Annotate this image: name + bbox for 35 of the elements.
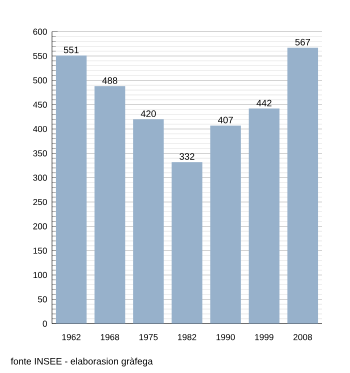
bar	[94, 86, 126, 324]
y-tick-label: 0	[42, 320, 47, 327]
data-label: 332	[180, 153, 194, 160]
y-tick-label: 350	[33, 150, 47, 156]
y-tick-label: 100	[34, 272, 47, 278]
bar	[210, 126, 241, 324]
data-label: 420	[140, 110, 156, 117]
x-tick-label: 1999	[255, 334, 274, 340]
data-label: 567	[295, 38, 310, 46]
x-tick-label: 2008	[294, 334, 312, 340]
data-label: 407	[218, 116, 233, 124]
y-tick-label: 600	[33, 28, 47, 35]
x-tick-label: 1962	[62, 334, 80, 340]
y-tick-label: 50	[38, 296, 47, 302]
data-label: 488	[102, 77, 118, 84]
y-tick-label: 200	[33, 223, 47, 230]
y-tick-label: 550	[33, 52, 47, 60]
y-tick-label: 450	[33, 102, 47, 108]
y-tick-label: 400	[33, 126, 47, 132]
y-tick-label: 250	[33, 198, 47, 206]
y-tick-label: 300	[33, 174, 47, 181]
bar	[248, 108, 280, 324]
x-tick-label: 1982	[178, 334, 196, 340]
bar	[56, 56, 87, 324]
data-label: 551	[64, 46, 79, 54]
bar	[287, 48, 318, 324]
data-label: 442	[256, 100, 272, 106]
x-tick-label: 1990	[216, 334, 235, 340]
y-tick-label: 500	[33, 77, 47, 84]
source-note: fonte INSEE - elaborasion gràfega	[10, 358, 153, 366]
bar	[133, 119, 164, 324]
y-tick-label: 150	[34, 248, 47, 254]
x-tick-label: 1975	[139, 334, 158, 340]
x-tick-label: 1968	[100, 334, 120, 340]
bar	[172, 162, 202, 324]
